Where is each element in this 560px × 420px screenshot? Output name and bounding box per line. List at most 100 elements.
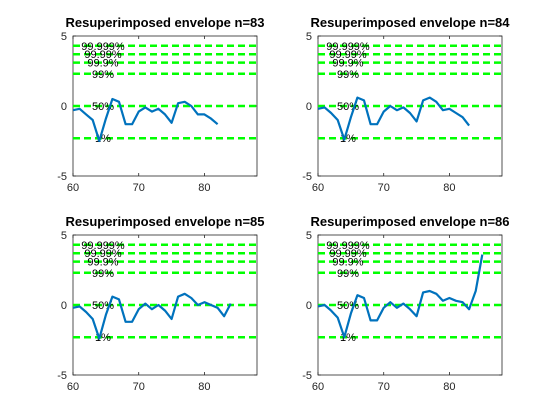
y-tick-label: -5 — [302, 370, 312, 382]
series-line — [72, 292, 232, 340]
percentile-label: 99.999% — [326, 41, 370, 53]
percentile-label: 99% — [92, 268, 114, 280]
data-point — [98, 140, 100, 142]
data-point — [92, 119, 94, 121]
data-point — [422, 99, 424, 101]
data-point — [197, 304, 199, 306]
data-point — [164, 309, 166, 311]
data-point — [98, 337, 100, 339]
subplot-1: Resuperimposed envelope n=83 60 70 80 -5 0 5 99… — [57, 15, 264, 194]
percentile-label: 99.9% — [332, 58, 363, 70]
percentile-label: 99% — [337, 268, 359, 280]
data-point — [157, 304, 159, 306]
y-tick-label: 0 — [306, 101, 312, 113]
percentile-label: 99% — [337, 69, 359, 81]
series-line — [72, 97, 219, 143]
y-tick-label: 5 — [306, 31, 312, 43]
y-tick-label: 5 — [61, 230, 67, 242]
data-point — [144, 302, 146, 304]
data-point — [468, 124, 470, 126]
data-point — [210, 304, 212, 306]
chart-title: Resuperimposed envelope n=83 — [65, 15, 264, 30]
data-point — [350, 312, 352, 314]
y-tick-label: -5 — [57, 370, 67, 382]
data-point — [118, 101, 120, 103]
x-tick-label: 70 — [133, 381, 145, 393]
data-point — [177, 102, 179, 104]
percentile-label: 99% — [92, 69, 114, 81]
data-point — [72, 109, 74, 111]
data-point — [376, 123, 378, 125]
data-point — [151, 110, 153, 112]
data-point — [356, 96, 358, 98]
data-point — [435, 101, 437, 103]
data-point — [170, 318, 172, 320]
percentile-label: 99.99% — [84, 248, 122, 260]
percentile-label: 99.999% — [81, 41, 125, 53]
data-point — [396, 109, 398, 111]
data-point — [429, 96, 431, 98]
data-point — [415, 315, 417, 317]
data-point — [409, 112, 411, 114]
data-point — [124, 321, 126, 323]
data-point — [85, 113, 87, 115]
data-point — [343, 138, 345, 140]
x-tick-label: 80 — [198, 381, 210, 393]
percentile-label: 99.99% — [329, 248, 367, 260]
data-point — [210, 117, 212, 119]
data-point — [144, 106, 146, 108]
data-point — [190, 297, 192, 299]
percentile-label: 99.99% — [84, 49, 122, 61]
data-point — [105, 117, 107, 119]
data-point — [184, 101, 186, 103]
data-point — [363, 297, 365, 299]
y-tick-label: 0 — [306, 300, 312, 312]
chart-title: Resuperimposed envelope n=86 — [310, 214, 509, 229]
data-point — [216, 123, 218, 125]
data-point — [197, 113, 199, 115]
data-point — [455, 300, 457, 302]
data-point — [369, 319, 371, 321]
data-point — [468, 308, 470, 310]
percentile-label: 99.999% — [81, 240, 125, 252]
x-tick-label: 70 — [378, 381, 390, 393]
subplot-3: Resuperimposed envelope n=85 60 70 80 -5 0 5 99… — [57, 214, 264, 393]
data-point — [151, 308, 153, 310]
y-tick-label: 0 — [61, 101, 67, 113]
data-point — [442, 300, 444, 302]
x-tick-label: 80 — [443, 381, 455, 393]
data-point — [323, 106, 325, 108]
data-point — [376, 319, 378, 321]
chart-title: Resuperimposed envelope n=84 — [310, 15, 510, 30]
subplot-2: Resuperimposed envelope n=84 60 70 80 -5 0 5 99… — [302, 15, 510, 194]
percentile-label: 1% — [95, 133, 111, 145]
data-point — [317, 108, 319, 110]
data-point — [138, 110, 140, 112]
data-point — [383, 307, 385, 309]
data-point — [157, 108, 159, 110]
data-point — [461, 301, 463, 303]
data-point — [170, 122, 172, 124]
data-point — [111, 295, 113, 297]
x-tick-label: 80 — [198, 182, 210, 194]
data-point — [85, 311, 87, 313]
x-tick-label: 70 — [133, 182, 145, 194]
x-tick-label: 80 — [443, 182, 455, 194]
data-point — [216, 307, 218, 309]
data-point — [396, 307, 398, 309]
data-point — [105, 314, 107, 316]
data-point — [230, 302, 232, 304]
subplot-grid: Resuperimposed envelope n=83 60 70 80 -5 0 5 99… — [57, 15, 510, 393]
data-point — [118, 298, 120, 300]
data-point — [422, 291, 424, 293]
data-point — [356, 294, 358, 296]
data-point — [124, 123, 126, 125]
data-point — [455, 112, 457, 114]
y-tick-label: 5 — [306, 230, 312, 242]
data-point — [429, 290, 431, 292]
percentile-label: 99.9% — [332, 257, 363, 269]
data-point — [415, 120, 417, 122]
x-tick-label: 60 — [67, 381, 79, 393]
data-point — [475, 290, 477, 292]
